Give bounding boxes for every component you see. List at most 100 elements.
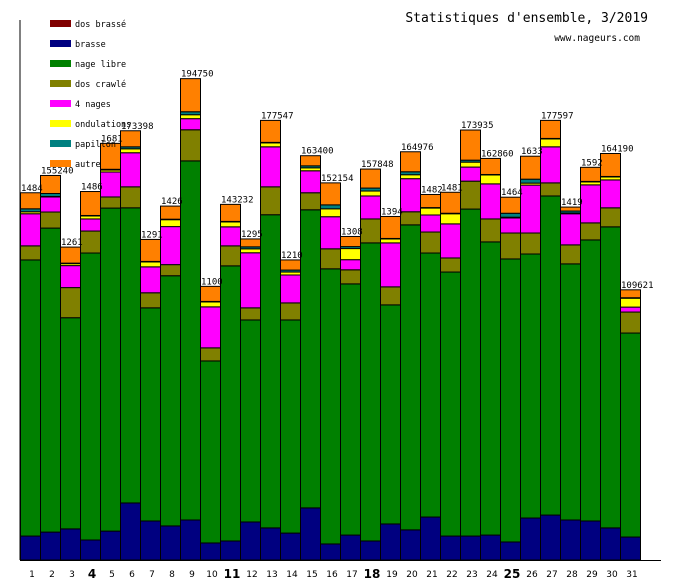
bar-segment-autre <box>260 119 281 143</box>
legend-label: autre <box>75 160 101 170</box>
bar-segment-dos-crawle <box>140 292 161 309</box>
bar-segment-brasse <box>80 539 101 561</box>
bar-segment-dos-crawle <box>600 207 621 228</box>
bar-segment-ondulations <box>260 142 281 148</box>
bar-segment-4-nages <box>480 183 501 220</box>
bar-segment-dos-crawle <box>180 129 201 162</box>
bar-segment-nage-libre <box>180 160 201 521</box>
bar-day-19 <box>380 215 401 561</box>
bar-segment-4-nages <box>460 166 481 182</box>
bar-segment-nage-libre <box>400 224 421 531</box>
x-tick-label: 21 <box>426 570 437 580</box>
bar-segment-nage-libre <box>140 307 161 522</box>
legend-item: autre <box>50 160 101 170</box>
bar-segment-dos-crawle <box>60 287 81 319</box>
bar-day-18 <box>360 168 381 561</box>
bar-segment-dos-crawle <box>440 257 461 273</box>
bar-segment-autre <box>300 155 321 167</box>
bar-segment-brasse <box>320 543 341 561</box>
bar-day-15 <box>300 155 321 561</box>
x-tick-label: 22 <box>446 570 457 580</box>
bar-segment-brasse <box>380 523 401 561</box>
legend-item: nage libre <box>50 60 126 70</box>
total-label: 1681 <box>101 134 123 144</box>
bar-segment-nage-libre <box>460 208 481 537</box>
legend: dos brassé brasse nage libre dos crawlé 4 na… <box>50 19 131 170</box>
bar-segment-nage-libre <box>260 214 281 529</box>
total-label: 164190 <box>601 144 634 154</box>
bar-segment-4-nages <box>40 196 61 213</box>
bar-segment-brasse <box>240 521 261 561</box>
total-label: 1484 <box>21 184 43 194</box>
bar-segment-dos-crawle <box>340 269 361 285</box>
bar-segment-4-nages <box>600 179 621 209</box>
bar-segment-dos-crawle <box>280 302 301 321</box>
total-label: 143232 <box>221 195 254 205</box>
legend-item: dos brassé <box>50 19 126 30</box>
x-tick-label: 27 <box>546 570 557 580</box>
bar-segment-autre <box>580 166 601 182</box>
total-label: 109621 <box>621 281 654 291</box>
bar-segment-autre <box>40 174 61 194</box>
x-tick-label: 11 <box>224 567 241 580</box>
bar-segment-brasse <box>340 534 361 561</box>
bar-segment-nage-libre <box>20 259 41 537</box>
bar-segment-4-nages <box>340 259 361 271</box>
bar-day-17 <box>340 235 361 561</box>
legend-item: dos crawlé <box>50 79 126 90</box>
bar-segment-brasse <box>20 535 41 561</box>
total-label: 1419 <box>561 198 583 208</box>
bar-segment-autre <box>460 129 481 161</box>
bar-segment-autre <box>440 191 461 214</box>
bar-segment-brasse <box>420 516 441 561</box>
bar-segment-autre <box>220 203 241 222</box>
bar-day-30 <box>600 152 621 561</box>
bar-segment-nage-libre <box>220 265 241 542</box>
x-tick-label: 29 <box>586 570 598 580</box>
legend-swatch <box>50 80 71 87</box>
bar-segment-brasse <box>180 519 201 561</box>
bar-segment-nage-libre <box>360 242 381 542</box>
x-tick-label: 2 <box>49 570 55 580</box>
bar-segment-dos-crawle <box>560 244 581 265</box>
bar-segment-brasse <box>160 525 181 561</box>
bar-segment-papillon <box>320 204 341 210</box>
bar-day-20 <box>400 151 421 561</box>
bar-segment-nage-libre <box>600 226 621 529</box>
bar-segment-4-nages <box>320 216 341 250</box>
bar-segment-autre <box>540 119 561 139</box>
bar-segment-brasse <box>440 535 461 561</box>
bar-day-29 <box>580 166 601 561</box>
bar-segment-ondulations <box>480 174 501 185</box>
bar-segment-ondulations <box>320 208 341 218</box>
bar-segment-dos-crawle <box>460 180 481 210</box>
bar-segment-autre <box>500 196 521 214</box>
bar-day-23 <box>460 129 481 561</box>
bar-segment-4-nages <box>440 223 461 259</box>
total-label: 1482 <box>421 185 443 195</box>
bar-segment-4-nages <box>60 265 81 289</box>
bar-day-14 <box>280 259 301 561</box>
bar-segment-autre <box>60 246 81 264</box>
bar-segment-ondulations <box>140 261 161 268</box>
x-tick-label: 5 <box>109 570 115 580</box>
bar-day-27 <box>540 119 561 561</box>
bar-segment-dos-crawle <box>100 196 121 209</box>
bar-segment-4-nages <box>380 242 401 288</box>
bar-day-7 <box>140 238 161 561</box>
bar-segment-nage-libre <box>160 275 181 527</box>
bar-segment-ondulations <box>360 190 381 197</box>
bar-segment-autre <box>240 238 261 248</box>
bar-segment-brasse <box>300 507 321 561</box>
bar-segment-brasse <box>100 530 121 561</box>
bar-segment-brasse <box>260 527 281 561</box>
bar-segment-ondulations <box>620 297 641 308</box>
bar-segment-4-nages <box>160 226 181 266</box>
x-tick-label: 9 <box>189 570 195 580</box>
bar-segment-4-nages <box>140 266 161 294</box>
bar-segment-4-nages <box>540 146 561 184</box>
bar-segment-dos-crawle <box>80 230 101 254</box>
bar-segment-dos-crawle <box>40 211 61 229</box>
bar-segment-brasse <box>580 520 601 561</box>
